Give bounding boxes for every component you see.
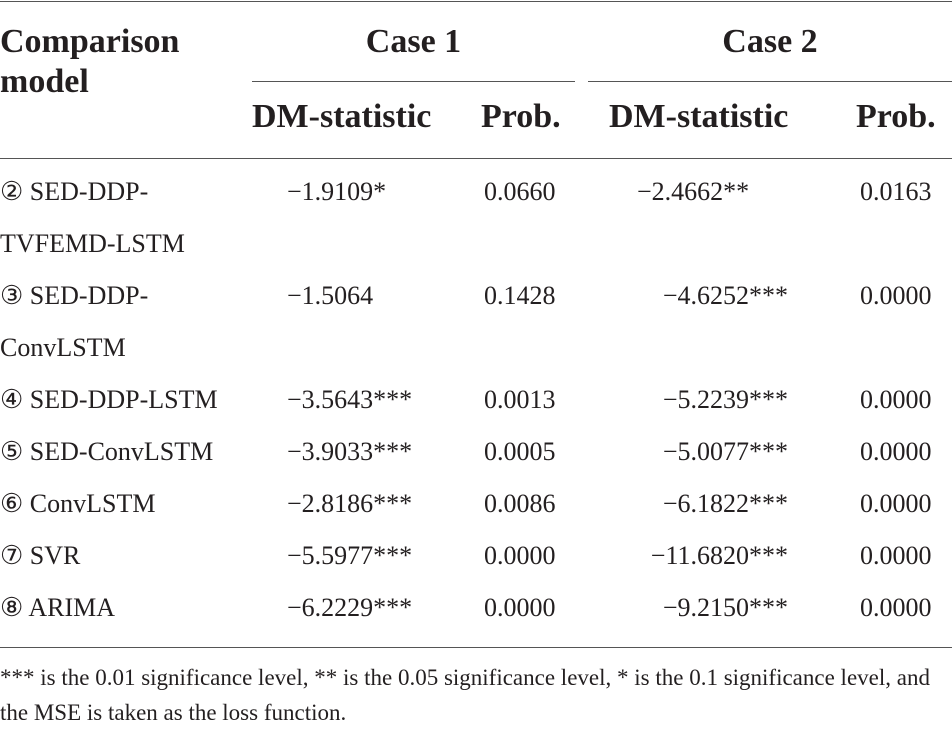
case2-prob-value: 0.0000	[860, 437, 932, 466]
table-row: ⑧ ARIMA −6.2229*** 0.0000 −9.2150*** 0.0…	[0, 582, 952, 634]
case1-prob-value: 0.0086	[484, 489, 556, 518]
header-case2-prob: Prob.	[856, 98, 936, 135]
table-row: ⑥ ConvLSTM −2.8186*** 0.0086 −6.1822*** …	[0, 478, 952, 530]
case-1-span-rule	[252, 81, 575, 82]
case-2-span-rule	[588, 81, 952, 82]
case1-dm-value: −3.5643***	[287, 385, 413, 414]
table-bottom-rule	[0, 647, 952, 648]
table-body: ② SED-DDP- TVFEMD-LSTM −1.9109* 0.0660 −…	[0, 166, 952, 634]
model-cell: ③ SED-DDP- ConvLSTM	[0, 270, 250, 374]
header-comparison-line1: Comparison	[0, 23, 180, 60]
model-cell: ② SED-DDP- TVFEMD-LSTM	[0, 166, 250, 270]
table-footnote: *** is the 0.01 significance level, ** i…	[0, 665, 930, 725]
table-row: ⑤ SED-ConvLSTM −3.9033*** 0.0005 −5.0077…	[0, 426, 952, 478]
case1-prob-value: 0.0000	[484, 541, 556, 570]
case2-dm-value: −5.2239***	[662, 385, 788, 414]
case1-dm-value: −1.5064	[287, 281, 374, 310]
header-comparison-model: Comparison model	[0, 22, 179, 102]
model-cell: ⑧ ARIMA	[0, 593, 116, 622]
case1-prob-value: 0.0005	[484, 437, 556, 466]
header-case-1: Case 1	[365, 23, 462, 60]
case2-dm-value: −6.1822***	[662, 489, 788, 518]
header-case1-prob: Prob.	[481, 98, 561, 135]
header-case-2: Case 2	[722, 23, 818, 60]
case1-prob-value: 0.0660	[484, 177, 556, 206]
model-cell: ⑥ ConvLSTM	[0, 489, 156, 518]
model-cell: ⑦ SVR	[0, 541, 81, 570]
case2-dm-value: −5.0077***	[662, 437, 788, 466]
case2-prob-value: 0.0000	[860, 541, 932, 570]
case1-prob-value: 0.0000	[484, 593, 556, 622]
case1-dm-value: −3.9033***	[287, 437, 413, 466]
table-top-rule	[0, 1, 952, 2]
case1-prob-value: 0.0013	[484, 385, 556, 414]
model-name-line: ConvLSTM	[0, 333, 126, 362]
case1-dm-value: −5.5977***	[287, 541, 413, 570]
case2-dm-value: −9.2150***	[662, 593, 788, 622]
header-case1-dm-statistic: DM-statistic	[252, 98, 432, 135]
case2-dm-value: −2.4662**	[637, 177, 750, 206]
table-row: ⑦ SVR −5.5977*** 0.0000 −11.6820*** 0.00…	[0, 530, 952, 582]
case2-prob-value: 0.0000	[860, 489, 932, 518]
table-row: ② SED-DDP- TVFEMD-LSTM −1.9109* 0.0660 −…	[0, 166, 952, 270]
header-comparison-line2: model	[0, 63, 89, 100]
case1-dm-value: −1.9109*	[287, 177, 387, 206]
case2-dm-value: −11.6820***	[650, 541, 788, 570]
model-name-line: ③ SED-DDP-	[0, 281, 149, 310]
model-name-line: TVFEMD-LSTM	[0, 229, 185, 258]
header-case2-dm-statistic: DM-statistic	[609, 98, 789, 135]
table-row: ③ SED-DDP- ConvLSTM −1.5064 0.1428 −4.62…	[0, 270, 952, 374]
case1-dm-value: −6.2229***	[287, 593, 413, 622]
case2-prob-value: 0.0000	[860, 593, 932, 622]
model-name-line: ② SED-DDP-	[0, 177, 149, 206]
model-cell: ⑤ SED-ConvLSTM	[0, 437, 214, 466]
header-bottom-rule	[0, 158, 952, 159]
table-row: ④ SED-DDP-LSTM −3.5643*** 0.0013 −5.2239…	[0, 374, 952, 426]
case1-prob-value: 0.1428	[484, 281, 556, 310]
case1-dm-value: −2.8186***	[287, 489, 413, 518]
case2-prob-value: 0.0000	[860, 281, 932, 310]
case2-prob-value: 0.0163	[860, 177, 932, 206]
case2-dm-value: −4.6252***	[662, 281, 788, 310]
model-cell: ④ SED-DDP-LSTM	[0, 385, 218, 414]
case2-prob-value: 0.0000	[860, 385, 932, 414]
